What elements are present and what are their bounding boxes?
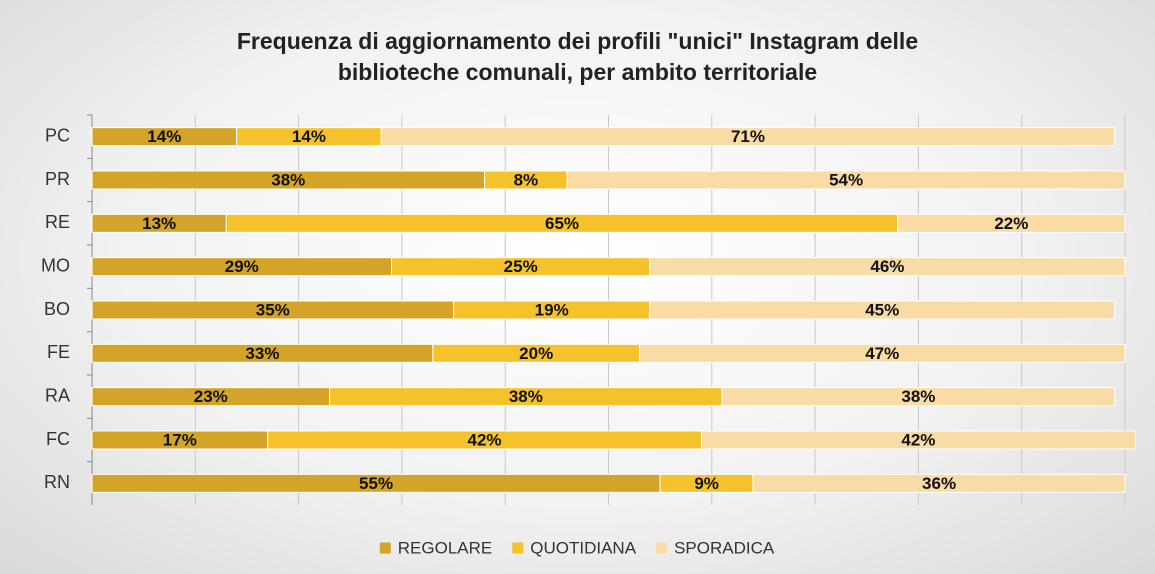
data-label: 14%: [292, 127, 326, 146]
data-label: 19%: [535, 300, 569, 319]
data-label: 55%: [359, 474, 393, 493]
y-tick-label: PC: [45, 125, 70, 145]
data-label: 29%: [225, 257, 259, 276]
y-tick-label: RE: [45, 212, 70, 232]
chart-title: Frequenza di aggiornamento dei profili "…: [236, 28, 919, 85]
y-tick-label: RN: [44, 472, 70, 492]
y-tick-label: FE: [47, 342, 70, 362]
data-label: 20%: [519, 344, 553, 363]
bar-segment: [380, 127, 1116, 147]
legend-label: QUOTIDIANA: [530, 538, 636, 557]
data-label: 17%: [163, 430, 197, 449]
data-label: 13%: [142, 214, 176, 233]
bar-segment: [638, 343, 1126, 363]
data-label: 42%: [901, 430, 935, 449]
y-tick-label: RA: [45, 385, 70, 405]
data-label: 25%: [504, 257, 538, 276]
data-label: 38%: [901, 387, 935, 406]
data-label: 38%: [271, 170, 305, 189]
y-tick-label: PR: [45, 169, 70, 189]
bar-segment: [566, 170, 1126, 190]
data-label: 33%: [245, 344, 279, 363]
data-label: 22%: [994, 214, 1028, 233]
data-label: 71%: [731, 127, 765, 146]
data-label: 46%: [870, 257, 904, 276]
legend-label: REGOLARE: [398, 538, 492, 557]
legend-label: SPORADICA: [674, 538, 775, 557]
data-label: 42%: [468, 430, 502, 449]
data-label: 47%: [865, 344, 899, 363]
legend-swatch: [656, 542, 668, 554]
bar-segment: [752, 473, 1126, 493]
bar-segment: [700, 430, 1136, 450]
data-label: 65%: [545, 214, 579, 233]
legend-swatch: [379, 542, 391, 554]
data-label: 35%: [256, 300, 290, 319]
y-tick-label: FC: [46, 429, 70, 449]
data-label: 9%: [694, 474, 719, 493]
data-label: 23%: [194, 387, 228, 406]
bar-segment: [649, 300, 1116, 320]
bar-segment: [649, 257, 1126, 277]
data-label: 54%: [829, 170, 863, 189]
y-tick-label: MO: [41, 255, 70, 275]
data-label: 38%: [509, 387, 543, 406]
data-label: 45%: [865, 300, 899, 319]
data-label: 36%: [922, 474, 956, 493]
data-label: 14%: [147, 127, 181, 146]
data-label: 8%: [514, 170, 539, 189]
bar-segment: [897, 213, 1126, 233]
legend-swatch: [512, 542, 524, 554]
y-tick-label: BO: [44, 299, 70, 319]
bar-segment: [721, 387, 1116, 407]
